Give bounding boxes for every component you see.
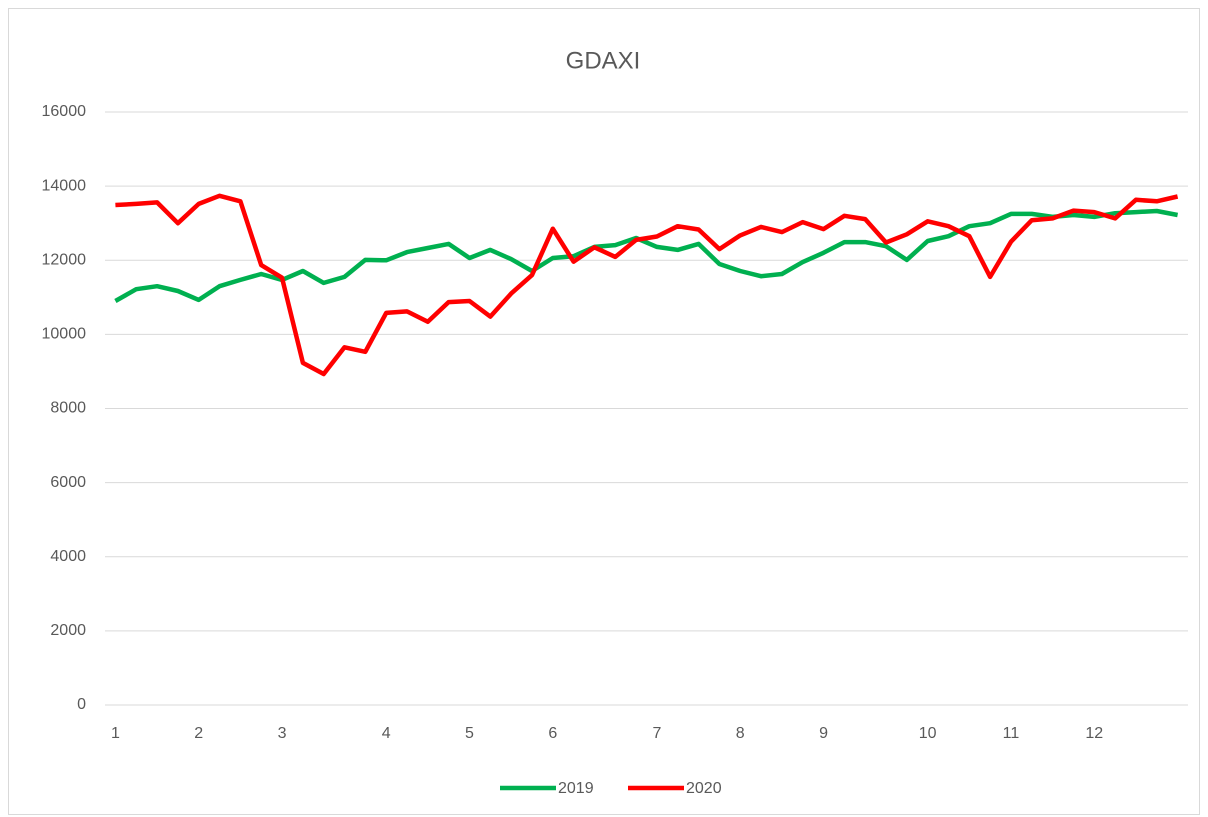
legend-label: 2020 [686, 780, 722, 797]
x-tick-label: 9 [819, 725, 828, 742]
x-tick-label: 2 [194, 725, 203, 742]
legend-label: 2019 [558, 780, 594, 797]
x-tick-label: 1 [111, 725, 120, 742]
y-tick-label: 12000 [42, 251, 87, 268]
chart-title: GDAXI [566, 47, 641, 74]
y-tick-label: 10000 [42, 326, 87, 343]
series-line [115, 193, 1179, 377]
x-tick-label: 11 [1003, 725, 1020, 742]
y-tick-label: 2000 [50, 622, 86, 639]
x-tick-label: 4 [382, 725, 391, 742]
x-tick-label: 7 [652, 725, 661, 742]
x-tick-label: 3 [278, 725, 287, 742]
x-tick-label: 8 [736, 725, 745, 742]
y-tick-label: 16000 [42, 103, 87, 120]
chart-border [8, 8, 1200, 815]
y-tick-label: 8000 [50, 400, 86, 417]
y-tick-label: 0 [77, 696, 86, 713]
x-tick-label: 6 [548, 725, 557, 742]
y-tick-label: 14000 [42, 177, 87, 194]
y-tick-label: 6000 [50, 474, 86, 491]
x-tick-label: 5 [465, 725, 474, 742]
y-tick-label: 4000 [50, 548, 86, 565]
x-tick-label: 10 [919, 725, 937, 742]
x-tick-label: 12 [1085, 725, 1103, 742]
series-line [114, 208, 1179, 303]
